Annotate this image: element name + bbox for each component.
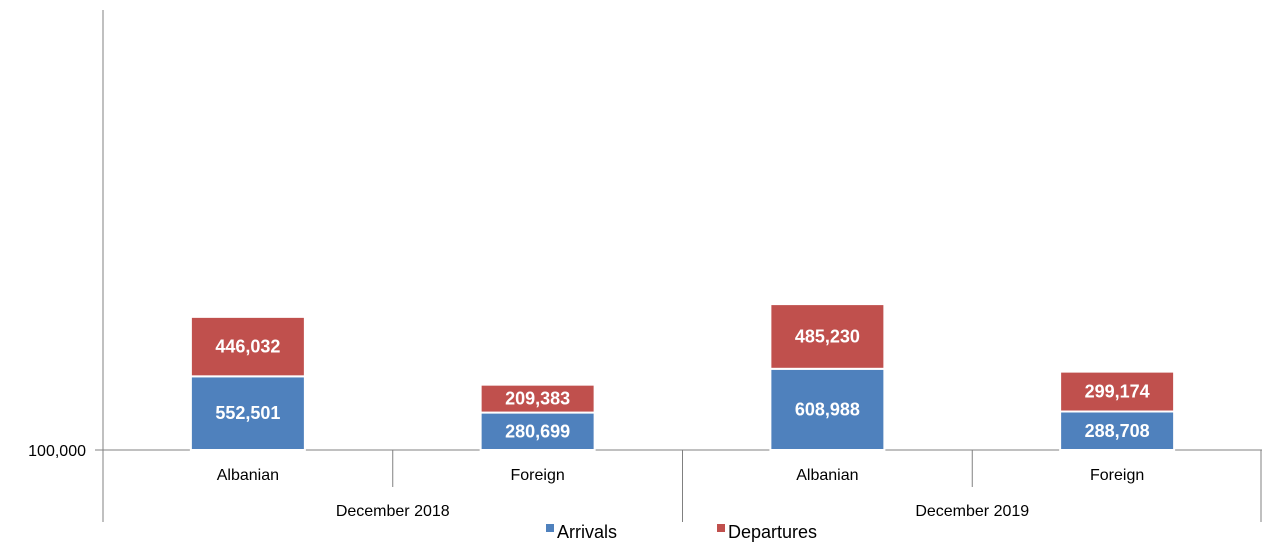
bar-arrivals	[1059, 410, 1176, 452]
group-label: December 2019	[915, 503, 1029, 520]
y-tick-label: 100,000	[28, 443, 86, 460]
legend-swatch-arrivals	[546, 524, 554, 532]
chart-legend: Arrivals Departures	[546, 522, 817, 542]
category-label: Albanian	[217, 467, 279, 484]
legend-label-arrivals: Arrivals	[557, 522, 617, 542]
chart-bars	[189, 303, 1176, 452]
data-label: 288,708	[1085, 421, 1150, 441]
group-label: December 2018	[336, 503, 450, 520]
chart-category-labels: Albanian Foreign Albanian Foreign December 2…	[217, 467, 1145, 520]
category-label: Foreign	[511, 467, 565, 484]
data-label: 299,174	[1085, 382, 1150, 402]
legend-swatch-departures	[717, 524, 725, 532]
bar-departures	[1059, 370, 1176, 413]
data-label: 446,032	[215, 337, 280, 357]
data-label: 209,383	[505, 389, 570, 409]
bar-departures	[479, 383, 596, 414]
data-label: 608,988	[795, 399, 860, 419]
legend-label-departures: Departures	[728, 522, 817, 542]
data-label: 485,230	[795, 326, 860, 346]
bar-departures	[769, 303, 886, 370]
category-label: Foreign	[1090, 467, 1144, 484]
bar-arrivals	[189, 375, 306, 451]
chart-bar-labels: 552,501 446,032 280,699 209,383 608,988 485,2…	[215, 326, 1149, 441]
bar-departures	[189, 315, 306, 378]
data-label: 280,699	[505, 421, 570, 441]
data-label: 552,501	[215, 403, 280, 423]
category-label: Albanian	[796, 467, 858, 484]
